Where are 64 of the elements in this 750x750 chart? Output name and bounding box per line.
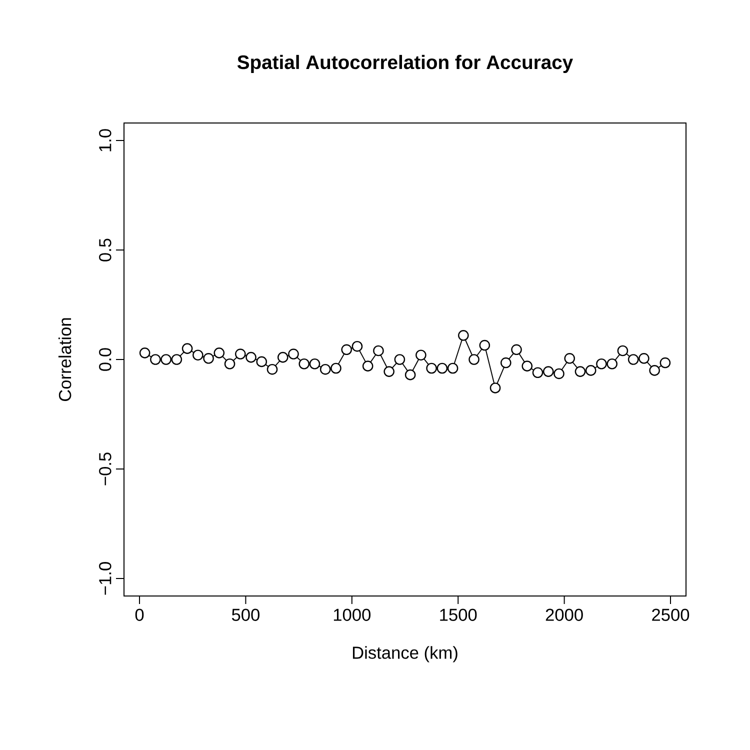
point bbox=[522, 360, 533, 372]
point bbox=[171, 354, 182, 365]
chart-title: Spatial Autocorrelation for Accuracy bbox=[237, 54, 574, 73]
point bbox=[214, 348, 225, 358]
point bbox=[532, 367, 544, 378]
point bbox=[628, 354, 639, 365]
x-tick-label: 2500 bbox=[652, 608, 690, 621]
point bbox=[160, 354, 172, 365]
point bbox=[384, 366, 394, 377]
y-tick-label: 0.0 bbox=[99, 348, 112, 371]
x-tick-label: 500 bbox=[232, 608, 260, 621]
point bbox=[288, 348, 299, 360]
x-tick-label: 1000 bbox=[334, 608, 371, 621]
point bbox=[596, 358, 607, 370]
point bbox=[490, 382, 501, 394]
y-tick-label: 1.0 bbox=[99, 129, 112, 152]
x-axis-title: Distance (km) bbox=[352, 646, 458, 662]
point bbox=[542, 366, 554, 377]
point bbox=[256, 356, 268, 368]
point bbox=[404, 369, 416, 380]
point bbox=[426, 362, 437, 374]
point bbox=[341, 344, 352, 356]
point bbox=[277, 352, 288, 363]
point bbox=[234, 348, 246, 360]
point bbox=[660, 357, 671, 368]
point bbox=[192, 350, 204, 361]
point bbox=[352, 340, 363, 352]
point bbox=[638, 353, 650, 364]
point bbox=[617, 345, 628, 356]
point bbox=[203, 353, 214, 364]
point bbox=[330, 362, 342, 374]
y-tick-label: −0.5 bbox=[99, 452, 112, 486]
point bbox=[182, 343, 193, 354]
point bbox=[436, 362, 448, 374]
point bbox=[500, 357, 512, 368]
x-tick-label: 1500 bbox=[440, 608, 477, 621]
point bbox=[479, 340, 490, 351]
y-tick-label: 0.5 bbox=[99, 238, 112, 262]
point bbox=[649, 365, 660, 376]
point bbox=[362, 360, 374, 372]
point bbox=[447, 362, 458, 374]
point bbox=[564, 353, 576, 364]
point bbox=[246, 352, 256, 363]
point bbox=[373, 345, 384, 356]
point bbox=[224, 358, 236, 370]
point bbox=[468, 354, 480, 365]
point bbox=[394, 354, 406, 365]
point bbox=[309, 358, 320, 370]
point bbox=[574, 366, 586, 377]
point bbox=[298, 358, 310, 370]
point bbox=[150, 354, 161, 365]
point bbox=[458, 330, 469, 341]
point bbox=[511, 344, 522, 356]
point bbox=[554, 368, 564, 380]
point bbox=[320, 364, 331, 375]
y-axis-title: Correlation bbox=[58, 318, 72, 402]
y-tick-label: −1.0 bbox=[99, 562, 112, 595]
point bbox=[266, 364, 278, 375]
point bbox=[139, 348, 150, 358]
x-tick-label: 0 bbox=[135, 608, 144, 621]
point bbox=[606, 358, 618, 370]
x-tick-label: 2000 bbox=[546, 608, 583, 621]
point bbox=[416, 350, 426, 361]
point bbox=[585, 365, 596, 376]
